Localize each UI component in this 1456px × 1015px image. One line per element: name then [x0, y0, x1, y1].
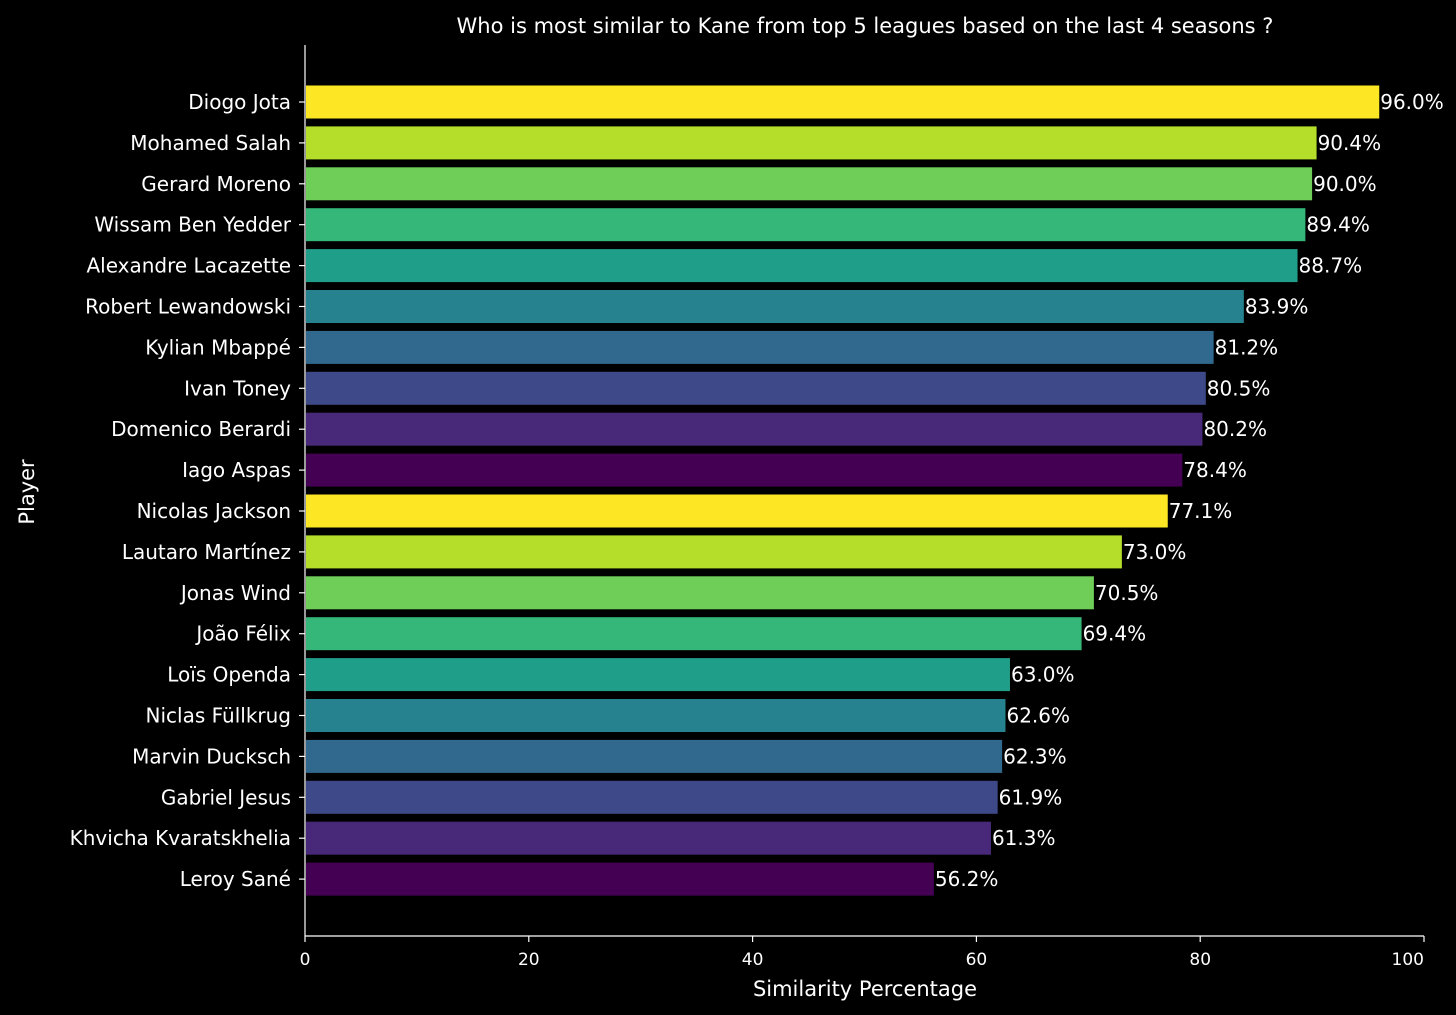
category-label: Lautaro Martínez — [122, 540, 291, 564]
bar — [306, 330, 1214, 364]
category-label: Niclas Füllkrug — [146, 704, 291, 728]
value-label: 88.7% — [1299, 254, 1363, 278]
x-tick-label: 80 — [1189, 950, 1211, 970]
value-label: 61.3% — [992, 826, 1056, 850]
category-label: Wissam Ben Yedder — [94, 213, 291, 237]
category-label: Gabriel Jesus — [161, 785, 291, 809]
value-label: 83.9% — [1245, 295, 1309, 319]
value-label: 80.5% — [1207, 376, 1271, 400]
category-label: Gerard Moreno — [141, 172, 291, 196]
value-label: 81.2% — [1215, 335, 1279, 359]
bar — [306, 126, 1317, 160]
chart-title: Who is most similar to Kane from top 5 l… — [457, 14, 1274, 38]
category-label: Diogo Jota — [188, 90, 291, 114]
y-axis-label: Player — [15, 459, 39, 525]
category-label: Loïs Openda — [167, 663, 291, 687]
bar — [306, 494, 1168, 528]
bar — [306, 739, 1003, 773]
value-label: 96.0% — [1380, 90, 1444, 114]
category-label: Ivan Toney — [184, 376, 291, 400]
value-label: 63.0% — [1011, 663, 1075, 687]
value-label: 90.0% — [1313, 172, 1377, 196]
bar — [306, 167, 1313, 201]
category-label: Jonas Wind — [179, 581, 291, 605]
value-label: 73.0% — [1123, 540, 1187, 564]
bar — [306, 699, 1006, 732]
x-tick-label: 60 — [966, 950, 988, 970]
category-label: Kylian Mbappé — [145, 335, 291, 359]
category-label: Leroy Sané — [180, 867, 291, 891]
category-label: Marvin Ducksch — [132, 744, 291, 768]
category-label: Mohamed Salah — [130, 131, 291, 155]
bar — [306, 371, 1206, 405]
value-label: 61.9% — [999, 785, 1063, 809]
value-label: 90.4% — [1318, 131, 1382, 155]
bar — [306, 617, 1082, 651]
value-label: 69.4% — [1083, 622, 1147, 646]
category-label: Robert Lewandowski — [85, 295, 291, 319]
bar — [306, 821, 991, 855]
value-label: 77.1% — [1169, 499, 1233, 523]
x-tick-label: 40 — [742, 950, 764, 970]
category-label: Alexandre Lacazette — [86, 254, 291, 278]
bar — [306, 862, 934, 896]
value-label: 62.3% — [1003, 744, 1067, 768]
bars-group: Diogo Jota 96.0% Mohamed Salah 90.4% Gerard … — [70, 85, 1444, 896]
bar — [306, 576, 1094, 610]
x-tick-label: 20 — [518, 950, 540, 970]
bar — [306, 780, 998, 814]
value-label: 78.4% — [1183, 458, 1247, 482]
bar — [306, 290, 1244, 323]
category-label: Khvicha Kvaratskhelia — [70, 826, 291, 850]
category-label: Nicolas Jackson — [137, 499, 291, 523]
x-ticks-group: 0 20 40 60 80 100 — [300, 936, 1425, 970]
bar — [306, 85, 1380, 119]
category-label: Domenico Berardi — [111, 417, 291, 441]
bar — [306, 412, 1203, 446]
value-label: 56.2% — [935, 867, 999, 891]
value-label: 80.2% — [1203, 417, 1267, 441]
value-label: 70.5% — [1095, 581, 1159, 605]
bar — [306, 535, 1122, 569]
category-label: Iago Aspas — [182, 458, 291, 482]
bar — [306, 208, 1306, 242]
value-label: 62.6% — [1006, 704, 1070, 728]
bar — [306, 453, 1183, 487]
bar — [306, 249, 1298, 283]
category-label: João Félix — [194, 622, 291, 646]
x-tick-label: 100 — [1392, 950, 1424, 970]
value-label: 89.4% — [1306, 213, 1370, 237]
x-axis-label: Similarity Percentage — [753, 977, 977, 1001]
bar — [306, 658, 1010, 692]
x-tick-label: 0 — [300, 950, 311, 970]
